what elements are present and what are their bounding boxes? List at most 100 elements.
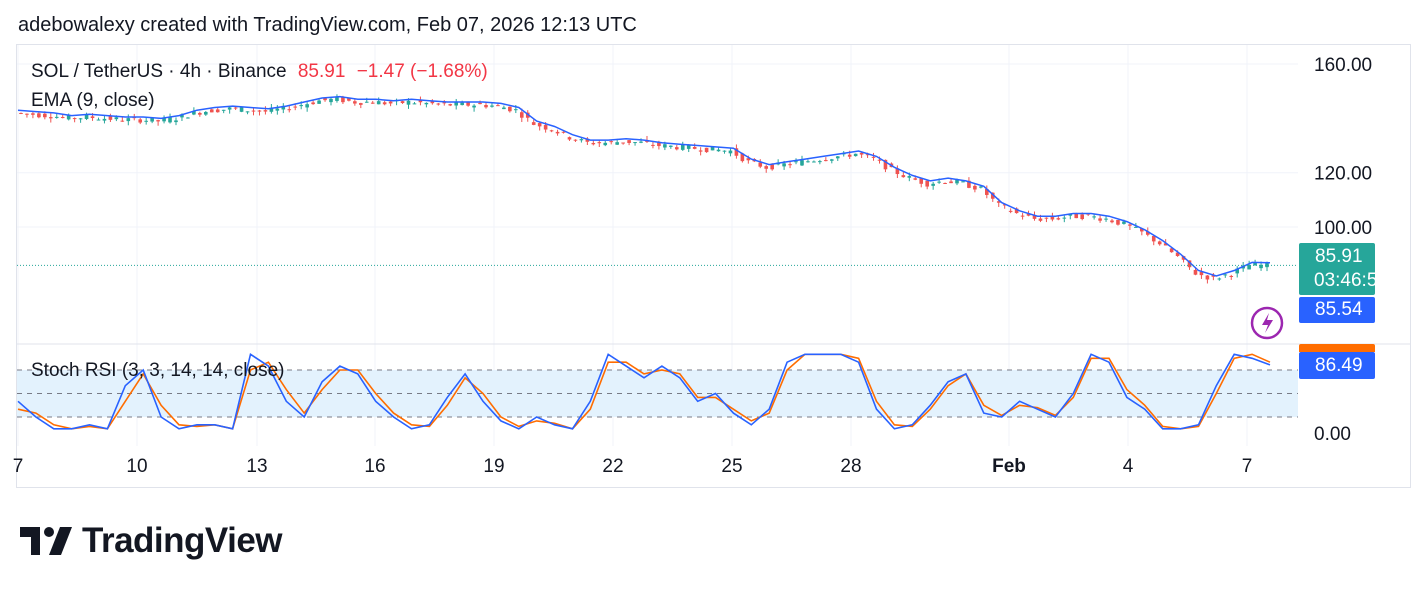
candle-body xyxy=(359,103,363,105)
stoch-axis-label: 0.00 xyxy=(1314,424,1351,445)
candle-body xyxy=(72,118,77,120)
candle-body xyxy=(901,175,906,178)
candle-body xyxy=(60,117,65,119)
candle-body xyxy=(1199,271,1204,276)
candle-body xyxy=(883,159,888,170)
candle-body xyxy=(1074,213,1079,219)
candle-body xyxy=(931,183,935,186)
candle-body xyxy=(692,146,697,149)
time-axis-label: 4 xyxy=(1123,456,1134,477)
tradingview-logo[interactable]: TradingView xyxy=(20,521,283,561)
candle-body xyxy=(567,137,572,140)
candle-body xyxy=(704,147,709,153)
candle-body xyxy=(698,150,703,152)
time-axis-label: 19 xyxy=(483,456,504,477)
candle-body xyxy=(1104,218,1108,220)
ema-legend[interactable]: EMA (9, close) xyxy=(31,90,155,111)
candle-body xyxy=(90,116,95,119)
candle-body xyxy=(722,150,727,152)
candle-body xyxy=(1217,278,1222,280)
chart-frame[interactable] xyxy=(16,44,1411,488)
candle-body xyxy=(1205,275,1210,280)
candle-body xyxy=(460,102,464,106)
candle-body xyxy=(502,107,506,110)
candle-body xyxy=(585,138,590,142)
candle-body xyxy=(1157,241,1162,245)
candle-body xyxy=(281,105,286,110)
candle-body xyxy=(66,115,71,120)
candle-body xyxy=(1032,214,1037,219)
candle-body xyxy=(221,109,226,111)
candle-body xyxy=(746,158,751,161)
candle-body xyxy=(412,103,417,105)
candle-body xyxy=(561,131,566,133)
candle-body xyxy=(1247,265,1251,270)
candle-body xyxy=(1014,208,1019,214)
candle-body xyxy=(1229,275,1234,277)
candle-body xyxy=(824,160,828,162)
candle-body xyxy=(1098,218,1102,221)
candle-body xyxy=(341,97,345,103)
candle-body xyxy=(955,180,959,184)
candle-body xyxy=(1253,262,1257,266)
candle-body xyxy=(871,156,876,158)
candle-body xyxy=(180,114,184,118)
candle-body xyxy=(835,156,840,159)
candle-body xyxy=(215,109,220,113)
candle-body xyxy=(913,178,918,180)
candle-body xyxy=(1110,220,1114,223)
price-axis-label: 160.00 xyxy=(1314,55,1372,76)
candle-body xyxy=(478,102,482,105)
candle-body xyxy=(233,107,238,109)
candle-body xyxy=(108,115,113,120)
candle-body xyxy=(192,110,196,115)
candle-body xyxy=(812,161,816,163)
price-change-legend: −1.47 (−1.68%) xyxy=(356,61,488,82)
candle-body xyxy=(43,113,47,118)
candle-body xyxy=(335,96,339,101)
time-axis-label: 28 xyxy=(840,456,861,477)
candle-body xyxy=(484,104,488,108)
candle-body xyxy=(961,181,965,183)
candle-body xyxy=(31,113,35,115)
candle-body xyxy=(651,144,655,146)
candle-body xyxy=(925,180,929,187)
candle-body xyxy=(603,142,608,146)
stoch-rsi-legend[interactable]: Stoch RSI (3, 3, 14, 14, close) xyxy=(31,360,285,381)
candle-body xyxy=(1181,256,1186,260)
time-axis-label: 7 xyxy=(13,456,24,477)
candle-body xyxy=(1056,218,1061,220)
candle-body xyxy=(764,166,769,169)
candle-body xyxy=(1259,264,1263,269)
candle-body xyxy=(1187,260,1192,268)
symbol-legend[interactable]: SOL / TetherUS · 4h · Binance 85.91 −1.4… xyxy=(31,61,488,83)
candle-body xyxy=(1134,226,1138,228)
candle-body xyxy=(985,188,989,195)
candle-body xyxy=(114,117,119,120)
candle-body xyxy=(430,100,435,104)
candle-body xyxy=(162,117,166,122)
candle-body xyxy=(967,180,971,188)
candle-body xyxy=(1265,262,1269,268)
time-axis-label: 10 xyxy=(126,456,147,477)
flash-icon[interactable] xyxy=(1250,306,1284,340)
candle-body xyxy=(627,140,631,143)
candle-body xyxy=(615,142,619,145)
candle-body xyxy=(275,108,280,111)
candle-body xyxy=(126,118,131,122)
candle-body xyxy=(770,164,774,170)
candle-body xyxy=(674,147,679,150)
candle-body xyxy=(1020,215,1025,217)
candle-body xyxy=(1116,220,1120,225)
candle-body xyxy=(1169,248,1174,253)
tradingview-wordmark: TradingView xyxy=(82,521,283,560)
candle-body xyxy=(25,113,29,115)
candle-body xyxy=(454,102,458,106)
candle-body xyxy=(382,102,387,105)
time-axis-label: 25 xyxy=(721,456,742,477)
candle-body xyxy=(263,110,268,112)
candle-body xyxy=(996,201,1001,203)
candle-body xyxy=(669,145,673,147)
candle-body xyxy=(1128,224,1132,226)
